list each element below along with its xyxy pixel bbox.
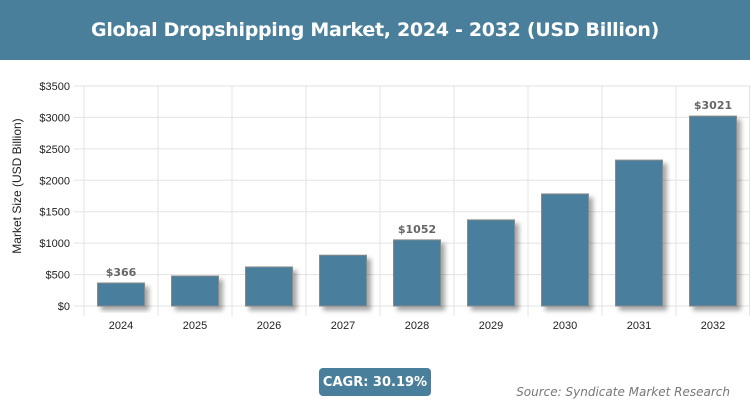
cagr-badge: CAGR: 30.19% <box>319 368 431 396</box>
y-tick-label: $0 <box>58 301 70 313</box>
source-note: Source: Syndicate Market Research <box>516 385 730 399</box>
y-tick-label: $2000 <box>39 175 70 187</box>
bar-2029 <box>467 219 515 307</box>
bar-2024 <box>97 282 145 307</box>
bar-2027 <box>319 254 367 307</box>
x-tick-label: 2030 <box>553 320 577 332</box>
x-tick-label: 2024 <box>109 320 133 332</box>
y-tick-label: $3000 <box>39 112 70 124</box>
bar-2032 <box>689 115 737 307</box>
y-tick-label: $3500 <box>39 81 70 93</box>
x-tick-label: 2029 <box>479 320 503 332</box>
y-tick-label: $1500 <box>39 207 70 219</box>
y-tick-label: $2500 <box>39 144 70 156</box>
bar-2031 <box>615 159 663 307</box>
y-tick-label: $500 <box>46 270 70 282</box>
bar-2030 <box>541 193 589 307</box>
bar-2025 <box>171 275 219 307</box>
x-tick-label: 2031 <box>627 320 651 332</box>
y-tick-label: $1000 <box>39 238 70 250</box>
bar-2028 <box>393 239 441 307</box>
x-tick-label: 2026 <box>257 320 281 332</box>
chart-title: Global Dropshipping Market, 2024 - 2032 … <box>0 0 750 60</box>
y-axis-label: Market Size (USD Billion) <box>10 118 24 253</box>
data-label: $366 <box>106 266 137 279</box>
data-label: $3021 <box>694 99 732 112</box>
x-tick-label: 2028 <box>405 320 429 332</box>
x-tick-label: 2025 <box>183 320 207 332</box>
data-label: $1052 <box>398 223 436 236</box>
bar-2026 <box>245 266 293 307</box>
x-tick-label: 2027 <box>331 320 355 332</box>
x-tick-label: 2032 <box>701 320 725 332</box>
